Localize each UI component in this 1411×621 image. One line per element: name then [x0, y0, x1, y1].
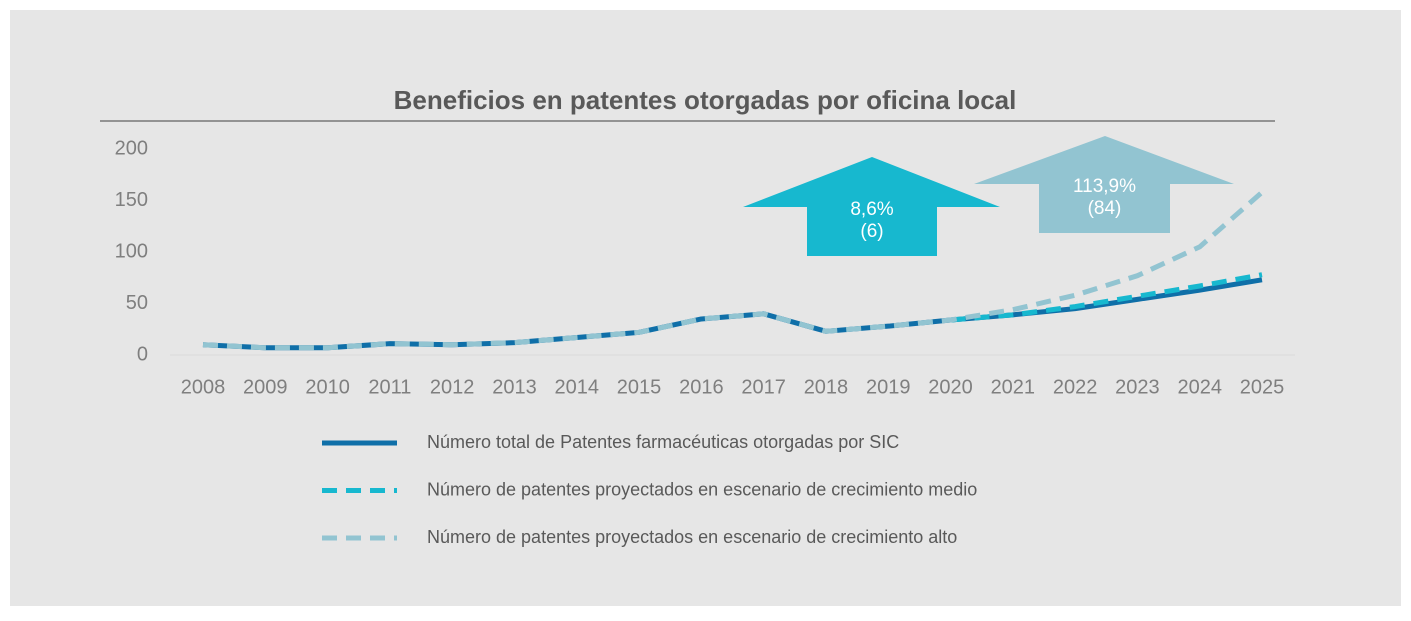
- x-tick-label: 2025: [1240, 376, 1285, 398]
- series-line: [950, 272, 1263, 323]
- legend-label: Número total de Patentes farmacéuticas o…: [427, 432, 899, 452]
- y-tick-label: 100: [115, 240, 148, 262]
- chart-title: Beneficios en patentes otorgadas por ofi…: [394, 85, 1017, 115]
- legend-label: Número de patentes proyectados en escena…: [427, 479, 977, 499]
- x-tick-label: 2014: [555, 376, 600, 398]
- series-line: [202, 190, 1264, 351]
- x-tick-label: 2022: [1053, 376, 1098, 398]
- x-tick-label: 2010: [305, 376, 350, 398]
- x-tick-label: 2017: [741, 376, 786, 398]
- x-tick-label: 2024: [1177, 376, 1222, 398]
- x-tick-label: 2011: [368, 376, 411, 398]
- x-tick-label: 2008: [181, 376, 226, 398]
- x-tick-label: 2019: [866, 376, 911, 398]
- annotation-arrow: [743, 157, 1000, 256]
- x-tick-label: 2023: [1115, 376, 1160, 398]
- y-tick-label: 200: [115, 137, 148, 159]
- x-tick-label: 2013: [492, 376, 537, 398]
- x-tick-label: 2018: [804, 376, 849, 398]
- legend-label: Número de patentes proyectados en escena…: [427, 527, 957, 547]
- annotation-arrow: [974, 136, 1234, 233]
- x-tick-label: 2016: [679, 376, 724, 398]
- x-tick-label: 2009: [243, 376, 288, 398]
- y-axis: 0 50 100 150 200: [115, 137, 148, 365]
- y-tick-label: 0: [137, 343, 148, 365]
- y-tick-label: 150: [115, 189, 148, 211]
- x-tick-label: 2020: [928, 376, 973, 398]
- x-tick-label: 2012: [430, 376, 475, 398]
- annotation-text: (84): [1088, 198, 1122, 219]
- x-tick-label: 2015: [617, 376, 662, 398]
- annotation-text: (6): [860, 221, 883, 242]
- chart-background: [10, 10, 1401, 606]
- y-tick-label: 50: [126, 292, 148, 314]
- annotation-text: 113,9%: [1073, 176, 1136, 197]
- x-tick-label: 2021: [991, 376, 1036, 398]
- annotation-text: 8,6%: [850, 199, 893, 220]
